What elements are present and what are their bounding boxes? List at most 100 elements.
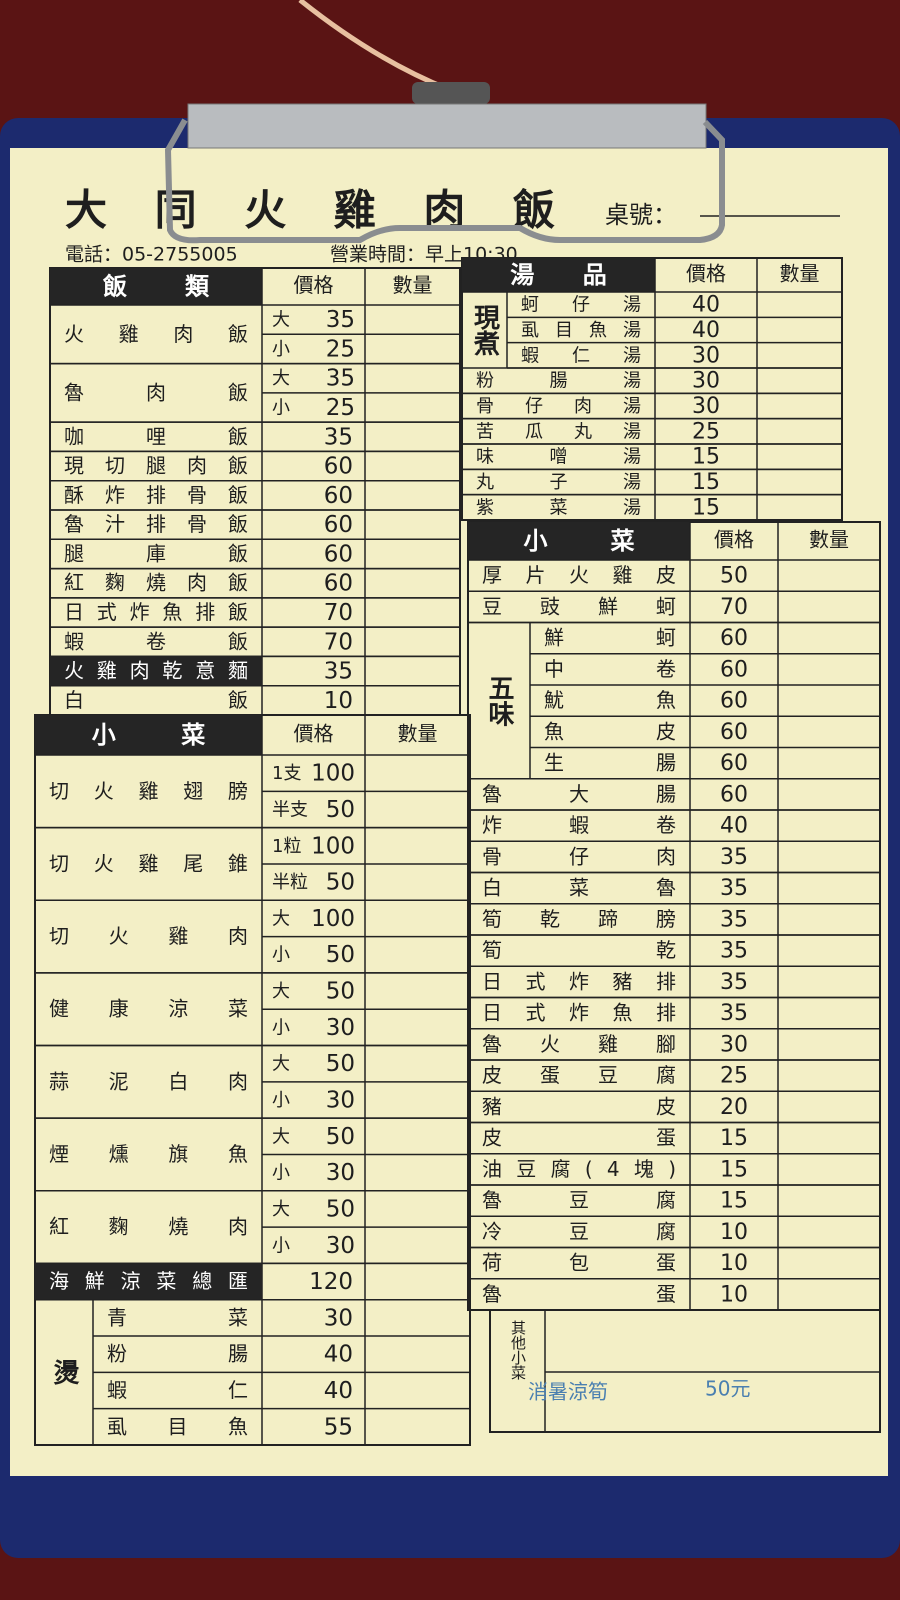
price: 35 (324, 424, 353, 450)
price: 60 (720, 689, 748, 714)
price-header: 價格 (294, 273, 334, 297)
price: 70 (324, 600, 353, 626)
price: 35 (720, 970, 748, 995)
size-label: 1支 (272, 763, 301, 784)
price: 35 (324, 659, 353, 685)
price: 60 (324, 483, 353, 509)
size-label: 大 (272, 310, 290, 331)
price: 35 (720, 907, 748, 932)
handwritten-item: 消暑涼筍 (528, 1380, 608, 1404)
price: 60 (720, 751, 748, 776)
price: 15 (692, 495, 720, 520)
price: 50 (326, 942, 355, 968)
price: 50 (720, 564, 748, 589)
price: 30 (692, 343, 720, 368)
price: 35 (720, 845, 748, 870)
size-label: 大 (272, 1126, 290, 1147)
size-label: 小 (272, 1017, 290, 1038)
other-box (489, 1309, 881, 1433)
price: 10 (720, 1251, 748, 1276)
section-header-bg (35, 715, 262, 755)
quantity-header: 數量 (780, 262, 820, 286)
highlight-cell (50, 656, 262, 686)
table-number-label: 桌號： (605, 201, 677, 229)
price: 60 (720, 626, 748, 651)
other-label: 其他小菜 (509, 1320, 527, 1380)
price: 40 (324, 1342, 353, 1368)
price: 15 (692, 445, 720, 470)
price: 50 (326, 1051, 355, 1077)
size-label: 小 (272, 1090, 290, 1111)
size-label: 大 (272, 368, 290, 389)
price: 30 (692, 369, 720, 394)
price: 60 (324, 541, 353, 567)
price: 50 (326, 1124, 355, 1150)
quantity-header: 數量 (398, 722, 438, 746)
size-label: 小 (272, 1235, 290, 1256)
price: 35 (720, 939, 748, 964)
price: 15 (720, 1189, 748, 1214)
price: 40 (324, 1378, 353, 1404)
price: 60 (720, 782, 748, 807)
price: 50 (326, 979, 355, 1005)
price: 60 (720, 657, 748, 682)
price: 15 (720, 1126, 748, 1151)
price: 60 (324, 512, 353, 538)
section-header-bg (462, 258, 655, 292)
price: 100 (311, 906, 355, 932)
group-label: 燙 (49, 1358, 79, 1386)
size-label: 小 (272, 1163, 290, 1184)
price: 15 (720, 1157, 748, 1182)
price: 50 (326, 870, 355, 896)
group-label: 現煮 (470, 304, 501, 356)
price: 25 (692, 419, 720, 444)
price: 120 (309, 1269, 353, 1295)
price: 100 (311, 761, 355, 787)
price: 10 (720, 1220, 748, 1245)
price: 15 (692, 470, 720, 495)
price: 25 (326, 395, 355, 421)
price: 30 (326, 1015, 355, 1041)
size-label: 大 (272, 1199, 290, 1220)
price: 70 (720, 595, 748, 620)
handwritten-price: 50元 (705, 1377, 750, 1401)
quantity-header: 數量 (393, 273, 433, 297)
price-header: 價格 (714, 528, 754, 552)
price: 25 (326, 336, 355, 362)
price: 35 (720, 1001, 748, 1026)
price-header: 價格 (294, 722, 334, 746)
price: 35 (326, 307, 355, 333)
price: 40 (692, 293, 720, 318)
phone: 電話：05-2755005 (65, 244, 238, 266)
size-label: 小 (272, 945, 290, 966)
price: 60 (720, 720, 748, 745)
price: 30 (326, 1088, 355, 1114)
highlight-cell (35, 1263, 262, 1300)
price: 10 (324, 688, 353, 714)
price: 20 (720, 1095, 748, 1120)
price: 10 (720, 1282, 748, 1307)
price: 30 (324, 1305, 353, 1331)
price: 30 (326, 1160, 355, 1186)
price: 50 (326, 1196, 355, 1222)
size-label: 小 (272, 339, 290, 360)
size-label: 半支 (272, 799, 308, 820)
metal-clip (164, 0, 725, 244)
price: 35 (720, 876, 748, 901)
paper (10, 148, 888, 1476)
price: 100 (311, 833, 355, 859)
price: 70 (324, 629, 353, 655)
price-header: 價格 (686, 262, 726, 286)
price: 30 (326, 1233, 355, 1259)
price: 60 (324, 571, 353, 597)
section-header-bg (468, 522, 690, 560)
size-label: 1粒 (272, 836, 301, 857)
size-label: 半粒 (272, 872, 308, 893)
price: 50 (326, 797, 355, 823)
section-header-bg (50, 268, 262, 305)
price: 30 (692, 394, 720, 419)
price: 40 (692, 318, 720, 343)
quantity-header: 數量 (809, 528, 849, 552)
price: 40 (720, 814, 748, 839)
